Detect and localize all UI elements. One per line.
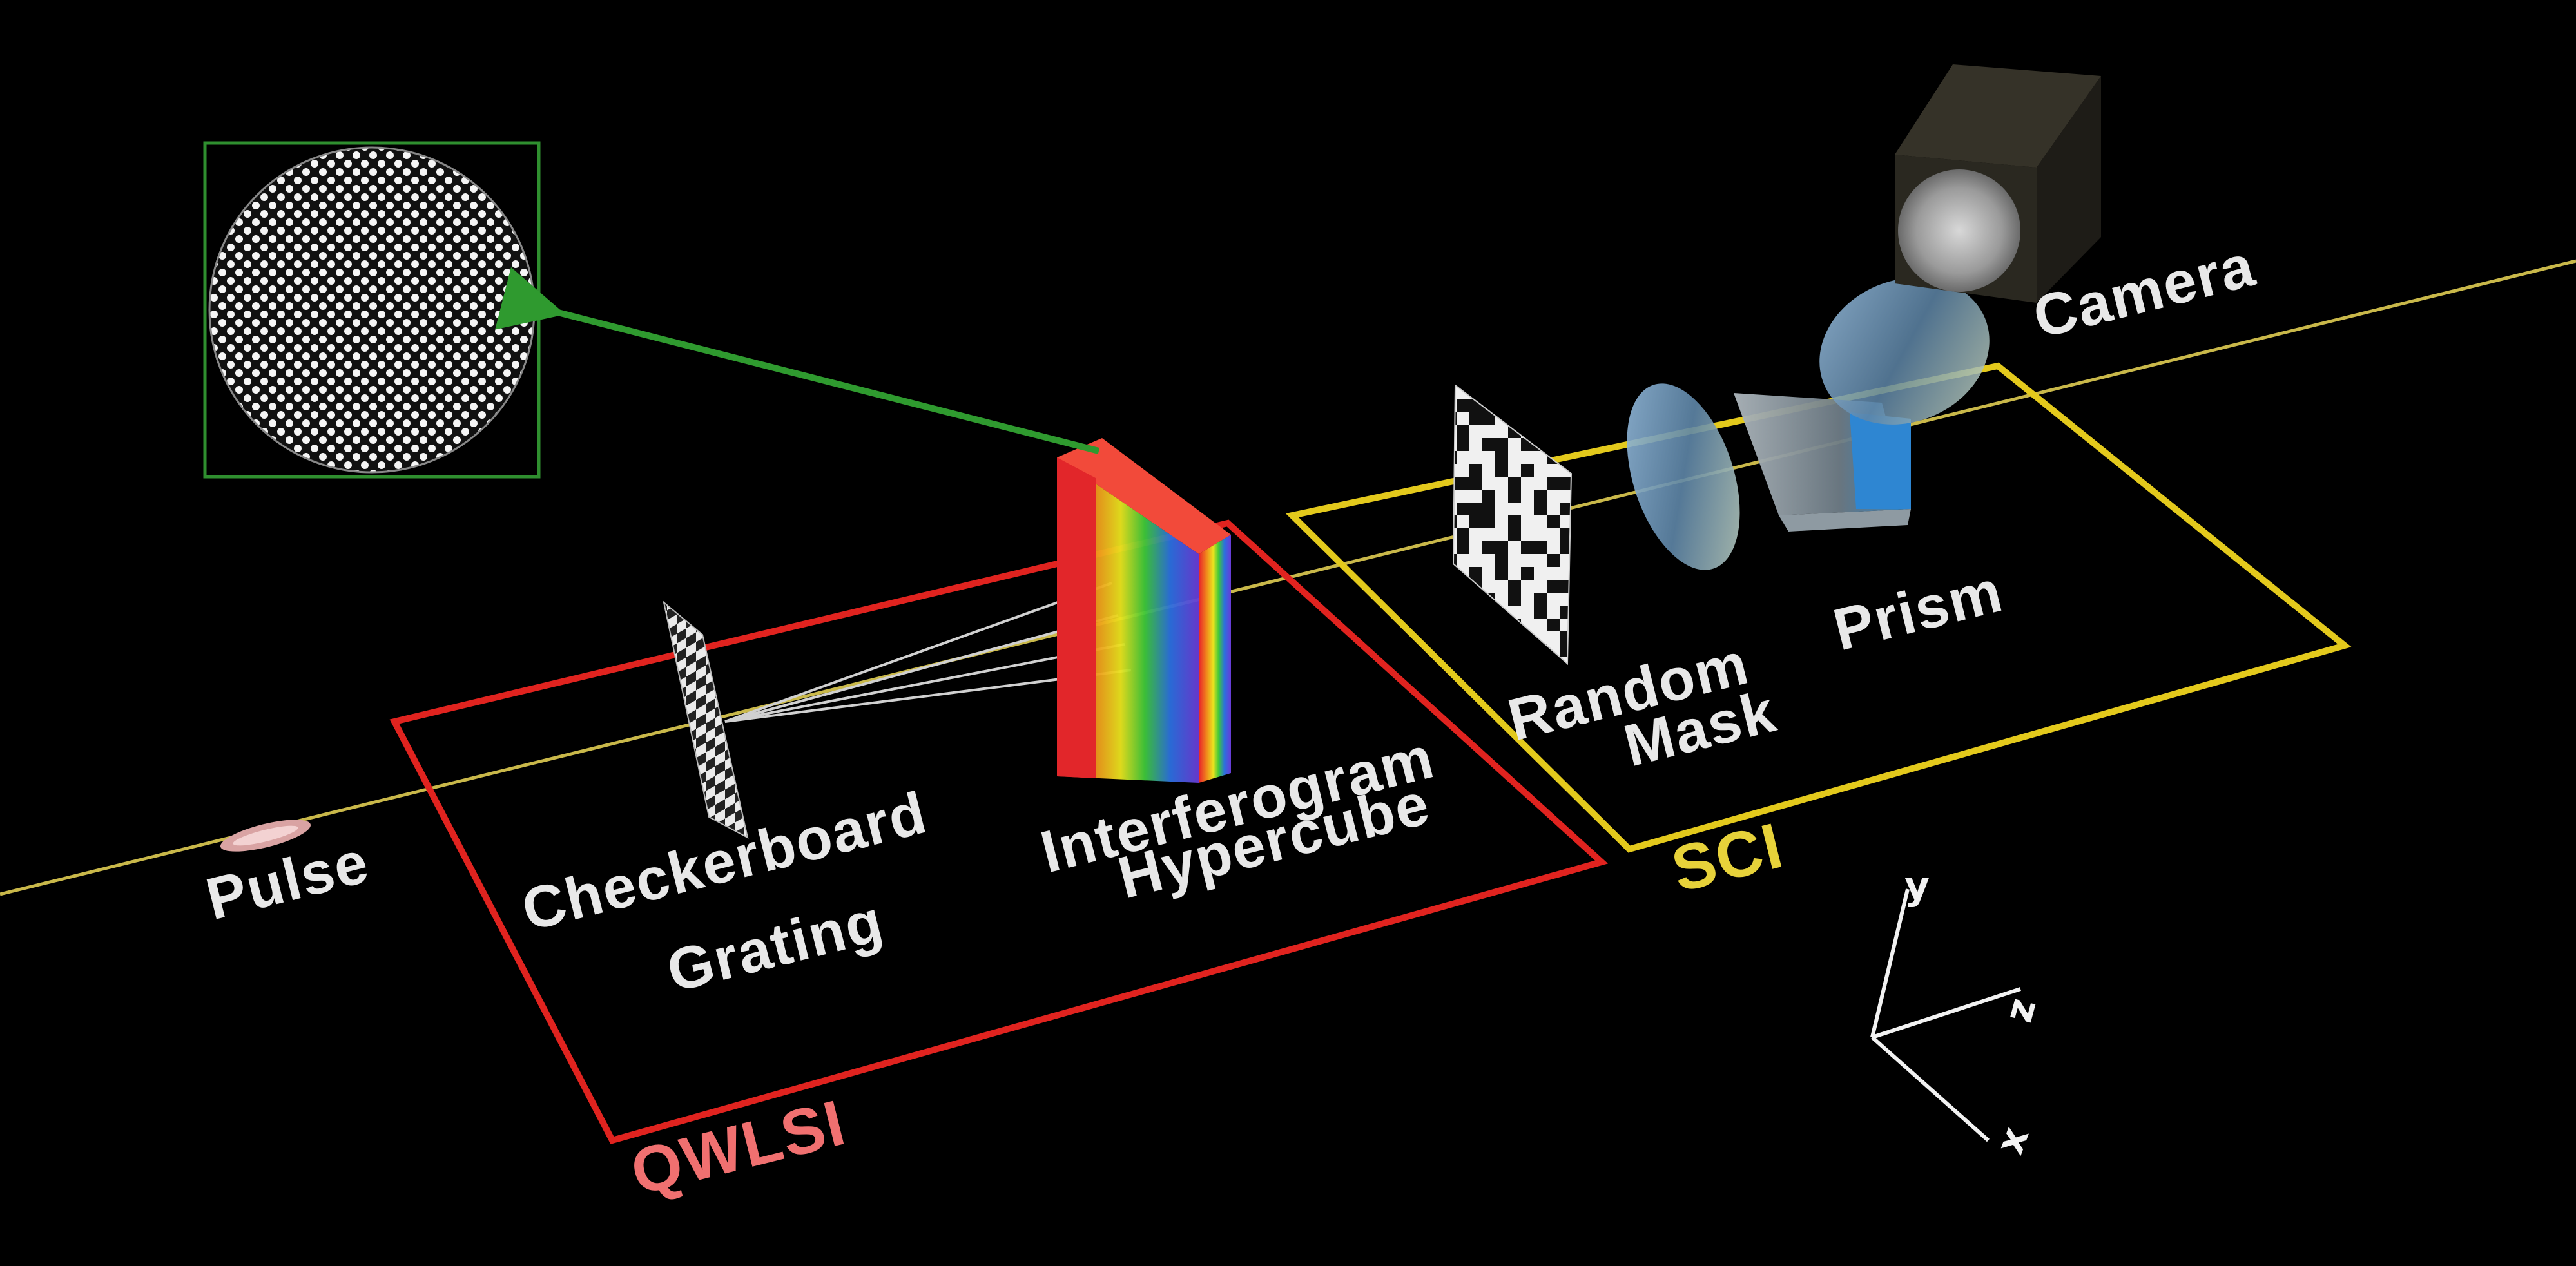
random-mask-icon	[1452, 383, 1573, 666]
axis-label-z: z	[1996, 993, 2046, 1027]
label-grating: Grating	[661, 888, 890, 1004]
inset-arrow	[495, 267, 1100, 454]
interferogram-inset	[203, 141, 541, 479]
coordinate-axes	[1870, 888, 2021, 1142]
prism-icon	[1734, 393, 1911, 532]
qwlsi-box	[389, 519, 1609, 1144]
camera-icon	[1895, 64, 2101, 303]
camera-lens-icon	[1819, 278, 1990, 425]
lens-icon	[1627, 383, 1740, 570]
interferogram-hypercube-icon	[1057, 438, 1231, 783]
pulse-highlight	[233, 825, 298, 846]
checkerboard-grating-icon	[663, 600, 749, 839]
label-sci: SCI	[1665, 809, 1790, 906]
label-prism: Prism	[1827, 558, 2009, 663]
axis-label-x: x	[1987, 1121, 2038, 1160]
axis-label-y: y	[1904, 863, 1930, 908]
